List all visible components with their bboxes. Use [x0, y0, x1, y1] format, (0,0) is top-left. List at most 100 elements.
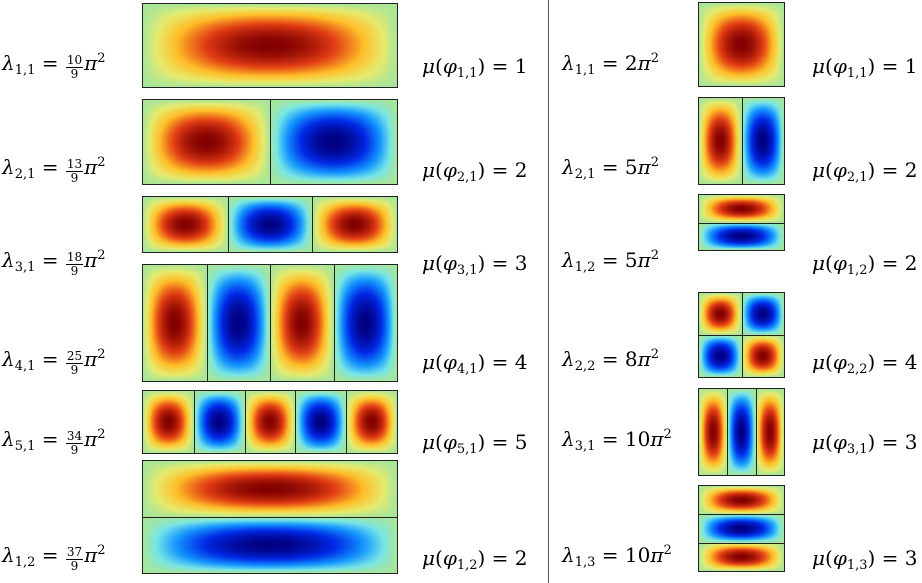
close-paren-equals: ) =	[477, 430, 515, 454]
phi-symbol: φ	[442, 430, 457, 454]
right-eigenvalue-label-4: λ2,2 = 8π2	[562, 348, 659, 373]
pi-symbol: π	[637, 347, 651, 371]
right-mode-plot-6	[698, 485, 785, 572]
open-paren: (	[435, 546, 443, 570]
mode-index: 1,3	[846, 558, 868, 573]
right-mode-heatmap-5	[699, 389, 784, 475]
nodal-line	[270, 100, 271, 184]
pi-symbol: π	[637, 155, 651, 179]
pi-exponent: 2	[650, 248, 660, 263]
left-mode-heatmap-3	[143, 197, 397, 252]
mode-index: 1,2	[846, 263, 868, 278]
lambda-symbol: λ	[562, 51, 575, 75]
eigen-coefficient: 5	[624, 248, 638, 272]
mode-index: 3,1	[846, 442, 868, 457]
close-paren-equals: ) =	[477, 546, 515, 570]
mode-index: 5,1	[456, 442, 478, 457]
mode-index: 2,1	[846, 170, 868, 185]
eigen-fraction: 37 9	[65, 545, 84, 573]
pi-exponent: 2	[97, 427, 106, 442]
lambda-symbol: λ	[562, 248, 575, 272]
close-paren-equals: ) =	[867, 251, 905, 275]
fraction-denominator: 9	[70, 363, 79, 377]
nodal-domain-count: 2	[514, 546, 528, 570]
pi-exponent: 2	[97, 155, 106, 170]
right-nodal-count-label-3: μ(φ1,2) = 2	[812, 253, 918, 277]
equals-sign: =	[35, 155, 65, 179]
eigen-coefficient: 10	[624, 427, 651, 451]
equals-sign: =	[595, 51, 625, 75]
nodal-domain-count: 2	[514, 158, 528, 182]
mu-symbol: μ	[812, 54, 825, 78]
right-nodal-count-label-4: μ(φ2,2) = 4	[812, 352, 918, 376]
eigen-index: 1,1	[574, 63, 596, 78]
nodal-line	[756, 389, 757, 475]
eigen-index: 1,2	[14, 555, 36, 570]
phi-symbol: φ	[832, 251, 847, 275]
open-paren: (	[435, 251, 443, 275]
close-paren-equals: ) =	[867, 430, 905, 454]
eigen-index: 2,2	[574, 359, 596, 374]
nodal-line	[727, 389, 728, 475]
nodal-line	[207, 265, 208, 381]
right-nodal-count-label-2: μ(φ2,1) = 2	[812, 160, 918, 184]
equals-sign: =	[35, 248, 65, 272]
eigen-index: 2,1	[574, 167, 596, 182]
nodal-line	[334, 265, 335, 381]
close-paren-equals: ) =	[477, 251, 515, 275]
left-nodal-count-label-4: μ(φ4,1) = 4	[422, 352, 528, 376]
mu-symbol: μ	[812, 251, 825, 275]
left-mode-heatmap-5	[143, 391, 397, 453]
left-eigenvalue-label-3: λ3,1 = 18 9 π2	[2, 249, 106, 278]
right-eigenvalue-label-2: λ2,1 = 5π2	[562, 156, 659, 181]
nodal-domain-count: 3	[904, 546, 918, 570]
pi-symbol: π	[637, 248, 651, 272]
nodal-line	[699, 514, 784, 515]
phi-symbol: φ	[832, 350, 847, 374]
nodal-line	[312, 197, 313, 252]
nodal-line	[699, 543, 784, 544]
fraction-numerator: 37	[65, 545, 84, 560]
close-paren-equals: ) =	[867, 158, 905, 182]
pi-symbol: π	[84, 543, 98, 567]
fraction-denominator: 9	[70, 67, 79, 81]
right-mode-plot-3	[698, 194, 785, 251]
nodal-line	[270, 265, 271, 381]
lambda-symbol: λ	[562, 155, 575, 179]
open-paren: (	[825, 158, 833, 182]
close-paren-equals: ) =	[477, 54, 515, 78]
pi-symbol: π	[84, 347, 98, 371]
pi-symbol: π	[650, 543, 664, 567]
phi-symbol: φ	[832, 158, 847, 182]
lambda-symbol: λ	[562, 543, 575, 567]
right-mode-plot-5	[698, 388, 785, 476]
pi-symbol: π	[637, 51, 651, 75]
phi-symbol: φ	[832, 54, 847, 78]
nodal-line	[346, 391, 347, 453]
open-paren: (	[435, 158, 443, 182]
lambda-symbol: λ	[2, 543, 15, 567]
eigen-index: 1,3	[574, 555, 596, 570]
nodal-line	[245, 391, 246, 453]
left-nodal-count-label-2: μ(φ2,1) = 2	[422, 160, 528, 184]
fraction-denominator: 9	[70, 559, 79, 573]
mode-index: 1,1	[456, 66, 478, 81]
close-paren-equals: ) =	[477, 350, 515, 374]
eigen-index: 3,1	[14, 260, 36, 275]
pi-exponent: 2	[663, 427, 672, 442]
right-mode-heatmap-2	[699, 98, 784, 184]
eigen-coefficient: 8	[624, 347, 638, 371]
mu-symbol: μ	[422, 430, 435, 454]
equals-sign: =	[595, 155, 625, 179]
left-mode-plot-4	[142, 264, 398, 382]
equals-sign: =	[595, 543, 625, 567]
mode-index: 2,1	[456, 170, 478, 185]
right-eigenvalue-label-3: λ1,2 = 5π2	[562, 249, 659, 274]
left-eigenvalue-label-4: λ4,1 = 25 9 π2	[2, 348, 106, 377]
pi-symbol: π	[84, 248, 98, 272]
right-mode-heatmap-3	[699, 195, 784, 250]
pi-exponent: 2	[650, 155, 660, 170]
left-nodal-count-label-6: μ(φ1,2) = 2	[422, 548, 528, 572]
eigen-fraction: 18 9	[65, 251, 84, 277]
